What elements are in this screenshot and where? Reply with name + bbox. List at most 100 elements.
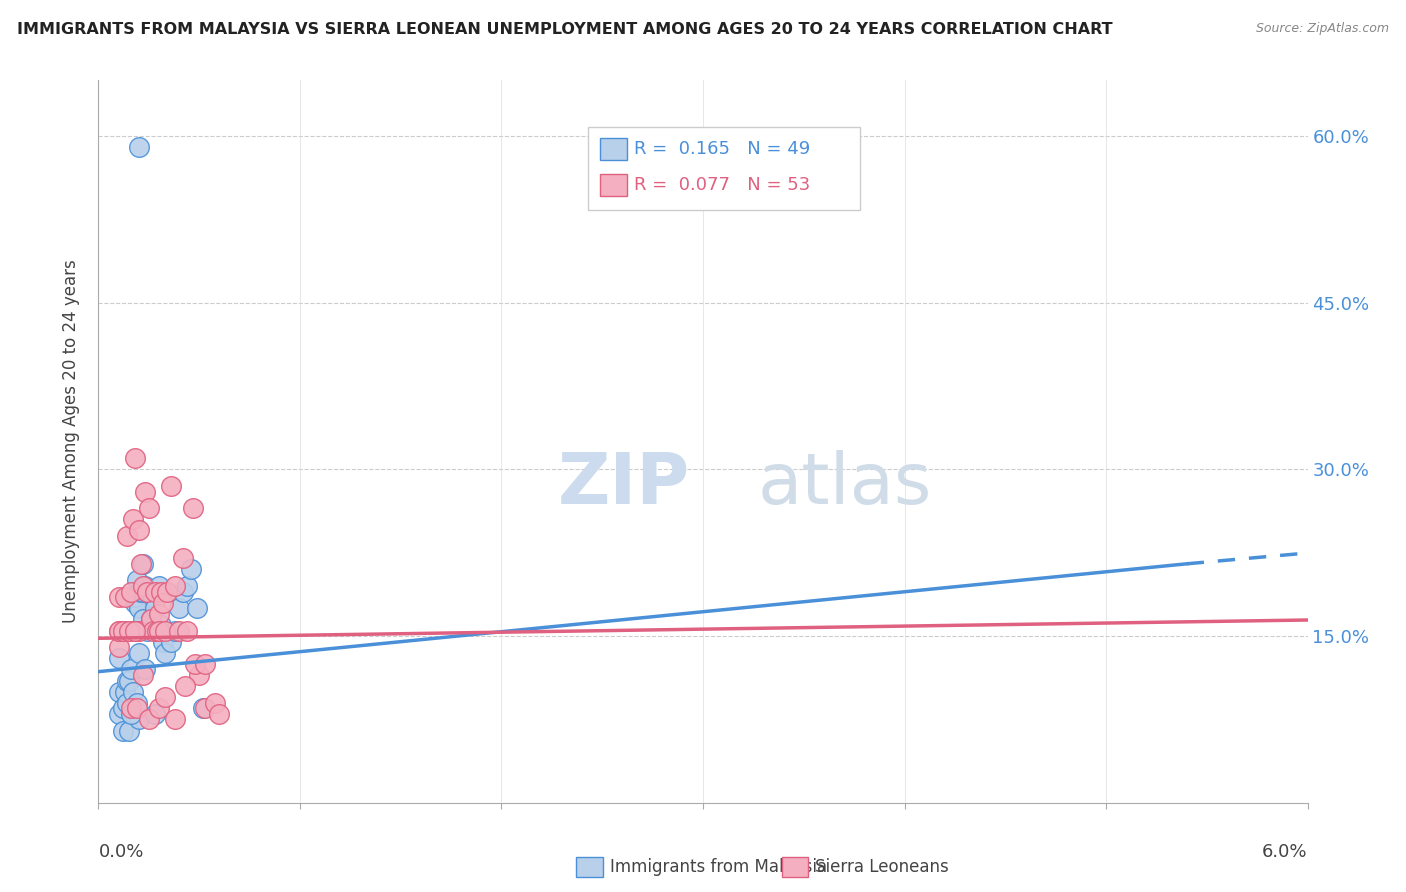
Point	[124, 624, 146, 638]
FancyBboxPatch shape	[576, 857, 603, 877]
Text: atlas: atlas	[758, 450, 932, 519]
Point	[148, 579, 170, 593]
Point	[128, 624, 150, 638]
Point	[111, 624, 134, 638]
FancyBboxPatch shape	[600, 138, 627, 160]
Point	[142, 590, 165, 604]
Point	[180, 562, 202, 576]
Point	[139, 584, 162, 599]
Point	[142, 624, 165, 638]
Point	[107, 590, 129, 604]
Point	[118, 723, 141, 738]
Point	[167, 601, 190, 615]
Point	[163, 624, 186, 638]
Point	[148, 607, 170, 621]
Point	[163, 713, 186, 727]
Point	[176, 624, 198, 638]
Point	[132, 612, 155, 626]
Point	[146, 624, 169, 638]
Point	[172, 584, 194, 599]
Point	[128, 601, 150, 615]
Point	[128, 646, 150, 660]
Point	[128, 584, 150, 599]
Point	[139, 612, 162, 626]
Point	[124, 624, 146, 638]
Point	[138, 584, 160, 599]
Point	[107, 640, 129, 655]
Text: Immigrants from Malaysia: Immigrants from Malaysia	[610, 858, 827, 876]
Point	[143, 584, 166, 599]
Point	[118, 624, 141, 638]
Text: ZIP: ZIP	[558, 450, 690, 519]
Point	[160, 479, 183, 493]
Point	[107, 706, 129, 721]
Point	[194, 701, 217, 715]
Text: IMMIGRANTS FROM MALAYSIA VS SIERRA LEONEAN UNEMPLOYMENT AMONG AGES 20 TO 24 YEAR: IMMIGRANTS FROM MALAYSIA VS SIERRA LEONE…	[17, 22, 1112, 37]
Point	[188, 668, 211, 682]
Point	[148, 624, 170, 638]
FancyBboxPatch shape	[782, 857, 808, 877]
Point	[160, 634, 183, 648]
Point	[135, 624, 157, 638]
FancyBboxPatch shape	[600, 174, 627, 196]
Point	[125, 696, 148, 710]
Point	[121, 684, 143, 698]
Point	[124, 596, 146, 610]
Point	[111, 701, 134, 715]
Point	[148, 624, 170, 638]
Point	[148, 701, 170, 715]
Point	[132, 668, 155, 682]
Point	[115, 673, 138, 688]
Point	[128, 140, 150, 154]
Point	[153, 624, 176, 638]
Point	[107, 624, 129, 638]
Point	[124, 451, 146, 466]
Point	[132, 579, 155, 593]
Point	[163, 579, 186, 593]
Point	[139, 612, 162, 626]
Text: 0.0%: 0.0%	[98, 843, 143, 861]
Point	[120, 662, 142, 676]
Point	[128, 524, 150, 538]
Point	[143, 706, 166, 721]
Point	[181, 501, 204, 516]
Point	[114, 684, 136, 698]
Point	[176, 579, 198, 593]
Point	[132, 584, 155, 599]
Point	[128, 713, 150, 727]
Point	[135, 584, 157, 599]
FancyBboxPatch shape	[588, 128, 860, 211]
Point	[204, 696, 226, 710]
Point	[107, 651, 129, 665]
Point	[132, 557, 155, 571]
Text: Source: ZipAtlas.com: Source: ZipAtlas.com	[1256, 22, 1389, 36]
Point	[134, 579, 156, 593]
Point	[153, 690, 176, 705]
Text: R =  0.077   N = 53: R = 0.077 N = 53	[634, 176, 810, 194]
Point	[193, 701, 215, 715]
Point	[135, 584, 157, 599]
Point	[186, 601, 208, 615]
Point	[114, 590, 136, 604]
Point	[120, 706, 142, 721]
Point	[149, 618, 172, 632]
Point	[174, 679, 197, 693]
Point	[138, 713, 160, 727]
Point	[152, 634, 174, 648]
Point	[118, 673, 141, 688]
Point	[149, 584, 172, 599]
Point	[120, 584, 142, 599]
Point	[156, 584, 179, 599]
Point	[184, 657, 207, 671]
Point	[121, 512, 143, 526]
Point	[138, 501, 160, 516]
Point	[107, 624, 129, 638]
Point	[152, 596, 174, 610]
Point	[172, 551, 194, 566]
Text: 6.0%: 6.0%	[1263, 843, 1308, 861]
Point	[208, 706, 231, 721]
Point	[194, 657, 217, 671]
Text: Sierra Leoneans: Sierra Leoneans	[815, 858, 949, 876]
Point	[115, 696, 138, 710]
Point	[125, 701, 148, 715]
